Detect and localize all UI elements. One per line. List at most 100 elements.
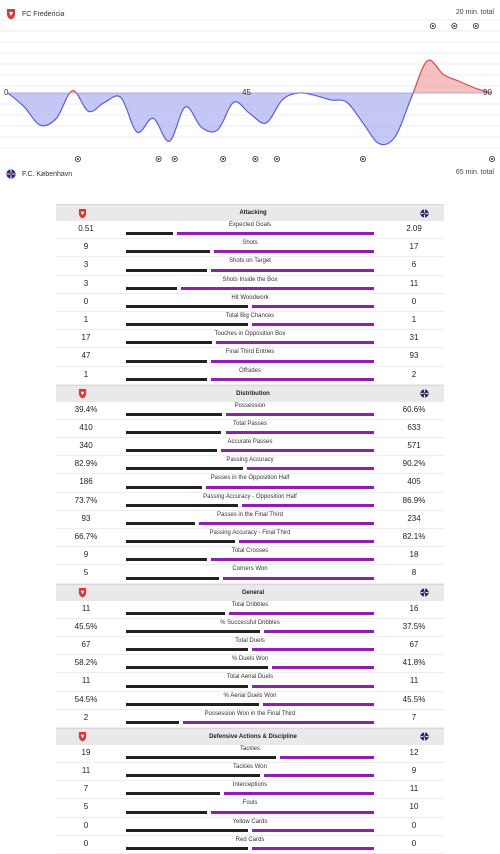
stat-row: 9 Total Crosses 18 xyxy=(56,547,444,566)
stat-row: 5 Corners Won 8 xyxy=(56,565,444,584)
stat-row: 11 Total Dribbles 16 xyxy=(56,601,444,619)
away-value: 86.9% xyxy=(402,495,426,505)
home-value: 1 xyxy=(83,369,89,379)
away-bar xyxy=(252,847,374,850)
home-bar xyxy=(126,232,173,236)
stat-label: % Duels Won xyxy=(231,656,269,663)
home-value: 0 xyxy=(83,838,89,848)
away-value: 6 xyxy=(411,260,417,270)
home-value: 7 xyxy=(83,784,89,794)
home-bar xyxy=(126,359,208,363)
away-bar xyxy=(252,323,374,327)
away-bar xyxy=(183,720,374,724)
home-bar xyxy=(126,648,248,652)
home-total-minutes: 20 min. total xyxy=(455,9,494,16)
away-bar xyxy=(252,828,374,832)
comparison-bar xyxy=(126,377,374,381)
stat-label: Shots on Target xyxy=(229,258,271,265)
home-bar xyxy=(126,540,236,544)
away-value: 16 xyxy=(409,603,419,613)
away-value: 45.5% xyxy=(402,694,426,704)
away-value: 8 xyxy=(411,568,417,578)
away-bar xyxy=(223,576,374,580)
home-value: 39.4% xyxy=(74,404,98,414)
stat-row: 7 Interceptions 11 xyxy=(56,781,444,800)
away-event-ball-icon xyxy=(252,155,259,162)
home-bar xyxy=(126,485,203,489)
stat-label: Total Dribbles xyxy=(231,601,269,608)
comparison-bar xyxy=(126,774,374,778)
home-value: 9 xyxy=(83,242,89,252)
home-bar xyxy=(126,847,248,850)
comparison-bar xyxy=(126,323,374,327)
away-value: 93 xyxy=(409,351,419,361)
home-bar xyxy=(126,684,248,688)
comparison-bar xyxy=(126,756,374,760)
away-value: 11 xyxy=(409,278,419,288)
home-value: 11 xyxy=(81,676,91,686)
fredericia-crest-icon xyxy=(78,732,86,742)
home-value: 410 xyxy=(79,422,93,432)
comparison-bar xyxy=(126,431,374,435)
away-value: 17 xyxy=(409,242,419,252)
stat-label: Passing Accuracy - Final Third xyxy=(209,530,291,536)
away-value: 234 xyxy=(407,513,421,523)
away-bar xyxy=(224,792,374,796)
away-bar xyxy=(211,359,374,363)
home-value: 0 xyxy=(83,296,89,306)
away-bar xyxy=(225,412,374,416)
home-bar xyxy=(126,286,178,290)
home-bar xyxy=(126,774,261,778)
away-bar xyxy=(229,611,374,615)
comparison-bar xyxy=(126,684,374,688)
comparison-bar xyxy=(126,250,374,254)
away-value: 2.09 xyxy=(406,224,422,233)
away-value: 60.6% xyxy=(402,404,426,414)
comparison-bar xyxy=(126,522,374,525)
away-bar xyxy=(280,756,374,760)
section-header: Attacking xyxy=(56,204,444,221)
away-value: 90.2% xyxy=(402,459,426,469)
stat-row: 93 Passes in the Final Third 234 xyxy=(56,511,444,529)
away-bar xyxy=(206,485,374,489)
home-value: 5 xyxy=(83,568,89,578)
away-bar xyxy=(210,268,374,272)
home-bar xyxy=(126,304,248,308)
away-bar xyxy=(241,503,374,507)
kobenhavn-crest-icon xyxy=(419,208,429,218)
stat-label: Expected Goals xyxy=(228,222,272,228)
home-bar xyxy=(126,629,260,633)
home-event-ball-icon xyxy=(451,22,458,29)
stat-row: 82.9% Passing Accuracy 90.2% xyxy=(56,456,444,475)
comparison-bar xyxy=(126,467,374,471)
away-value: 0 xyxy=(411,838,417,848)
home-value: 66.7% xyxy=(74,532,98,541)
away-value: 9 xyxy=(411,766,417,776)
away-value: 571 xyxy=(407,441,421,451)
stat-label: Possession Won in the Final Third xyxy=(204,710,296,717)
stat-row: 9 Shots 17 xyxy=(56,239,444,258)
stat-label: Tackles Won xyxy=(233,764,267,771)
kobenhavn-crest-icon xyxy=(6,169,16,179)
away-value: 67 xyxy=(409,639,419,649)
stat-row: 58.2% % Duels Won 41.8% xyxy=(56,655,444,674)
stat-label: Passes in the Opposition Half xyxy=(210,475,290,482)
stat-label: Total Duels xyxy=(235,637,265,644)
away-bar xyxy=(215,341,374,345)
stat-label: Possession xyxy=(234,402,266,409)
away-value: 41.8% xyxy=(402,658,426,668)
stat-label: Red Cards xyxy=(235,836,265,843)
stat-label: Total Crosses xyxy=(231,548,269,555)
away-bar xyxy=(220,449,374,453)
axis-label-start: 0 xyxy=(4,88,9,97)
home-bar xyxy=(126,503,238,507)
home-value: 58.2% xyxy=(74,658,98,668)
away-bar xyxy=(176,232,374,236)
stat-label: Offsides xyxy=(239,367,261,374)
comparison-bar xyxy=(126,828,374,832)
home-value: 340 xyxy=(79,441,93,451)
away-event-ball-icon xyxy=(359,155,366,162)
stat-label: Passes in the Final Third xyxy=(217,511,283,518)
home-value: 17 xyxy=(81,333,91,343)
away-bar xyxy=(181,286,374,290)
